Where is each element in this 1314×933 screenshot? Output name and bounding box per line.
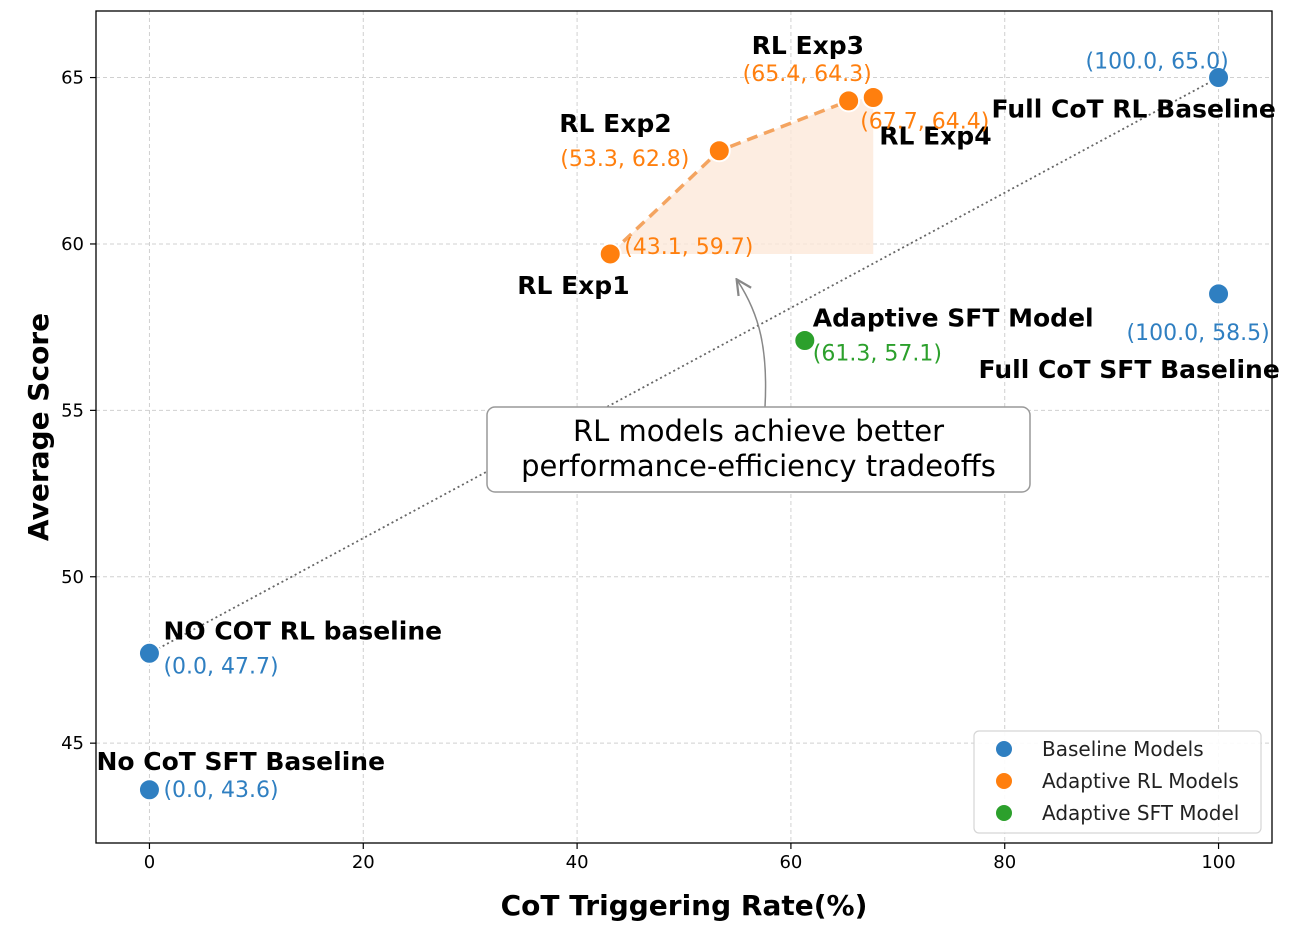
point-coord-label: (43.1, 59.7) bbox=[624, 235, 753, 260]
y-tick-label: 60 bbox=[61, 234, 84, 255]
frontier-area bbox=[610, 97, 874, 254]
y-tick-label: 55 bbox=[61, 400, 84, 421]
annotation: RL models achieve betterperformance-effi… bbox=[486, 281, 1031, 493]
trend-dotted-line bbox=[149, 76, 1219, 655]
legend-marker-rl bbox=[996, 773, 1012, 789]
point-coord-label: (100.0, 58.5) bbox=[1127, 321, 1270, 346]
x-tick-label: 40 bbox=[566, 852, 589, 873]
plot-frame bbox=[95, 10, 1273, 844]
frontier-line bbox=[609, 95, 874, 256]
point-rl bbox=[707, 139, 731, 163]
legend-entry: Baseline Models bbox=[1042, 737, 1204, 761]
point-labels: Full CoT RL Baseline (100.0, 65.0) Full Co… bbox=[96, 31, 1279, 803]
legend-marker-baseline bbox=[996, 741, 1012, 757]
point-baseline bbox=[1207, 282, 1231, 306]
trend-line bbox=[149, 76, 1219, 655]
x-axis-title: CoT Triggering Rate(%) bbox=[501, 889, 868, 922]
point-rl bbox=[598, 242, 622, 266]
point-coord-label: (100.0, 65.0) bbox=[1086, 50, 1229, 75]
y-axis-title: Average Score bbox=[22, 313, 55, 541]
point-sft bbox=[793, 328, 817, 352]
legend-entry: Adaptive RL Models bbox=[1042, 769, 1239, 793]
point-name-label: Adaptive SFT Model bbox=[813, 303, 1094, 332]
legend-marker-sft bbox=[996, 805, 1012, 821]
point-coord-label: (65.4, 64.3) bbox=[743, 62, 872, 87]
point-baseline bbox=[137, 778, 161, 802]
point-coord-label: (0.0, 47.7) bbox=[163, 654, 278, 679]
point-rl bbox=[837, 89, 861, 113]
point-name-label: Full CoT SFT Baseline bbox=[979, 355, 1280, 384]
point-baseline bbox=[1207, 66, 1231, 90]
rl-frontier bbox=[609, 95, 874, 256]
point-coord-label: (0.0, 43.6) bbox=[163, 778, 278, 803]
legend-entry: Adaptive SFT Model bbox=[1042, 801, 1239, 825]
y-tick-label: 50 bbox=[61, 567, 84, 588]
annotation-box bbox=[486, 406, 1031, 493]
x-tick-label: 20 bbox=[352, 852, 375, 873]
point-name-label: RL Exp4 bbox=[879, 122, 991, 151]
x-tick-label: 0 bbox=[144, 852, 155, 873]
point-name-label: RL Exp1 bbox=[517, 271, 629, 300]
y-tick-label: 65 bbox=[61, 68, 84, 89]
point-name-label: No CoT SFT Baseline bbox=[96, 747, 385, 776]
point-name-label: Full CoT RL Baseline bbox=[992, 95, 1276, 124]
annotation-line: performance-efficiency tradeoffs bbox=[521, 449, 996, 483]
data-points bbox=[137, 66, 1231, 802]
point-name-label: NO COT RL baseline bbox=[163, 616, 442, 645]
x-tick-label: 100 bbox=[1201, 852, 1235, 873]
legend-box bbox=[973, 730, 1262, 834]
y-tick-label: 45 bbox=[61, 733, 84, 754]
point-name-label: RL Exp3 bbox=[752, 31, 864, 60]
legend: Baseline Models Adaptive RL Models Adaptiv… bbox=[973, 730, 1262, 834]
point-coord-label: (53.3, 62.8) bbox=[560, 147, 689, 172]
point-baseline bbox=[137, 641, 161, 665]
point-rl bbox=[861, 86, 885, 110]
point-name-label: RL Exp2 bbox=[559, 109, 671, 138]
annotation-line: RL models achieve better bbox=[573, 414, 944, 448]
annotation-arrow bbox=[737, 281, 767, 408]
x-tick-label: 60 bbox=[779, 852, 802, 873]
point-coord-label: (61.3, 57.1) bbox=[813, 341, 942, 366]
point-coord-label: (67.7, 64.4) bbox=[860, 110, 989, 135]
axis-ticks: 0 20 40 60 80 100 45 50 55 60 65 bbox=[61, 68, 1236, 873]
x-tick-label: 80 bbox=[993, 852, 1016, 873]
